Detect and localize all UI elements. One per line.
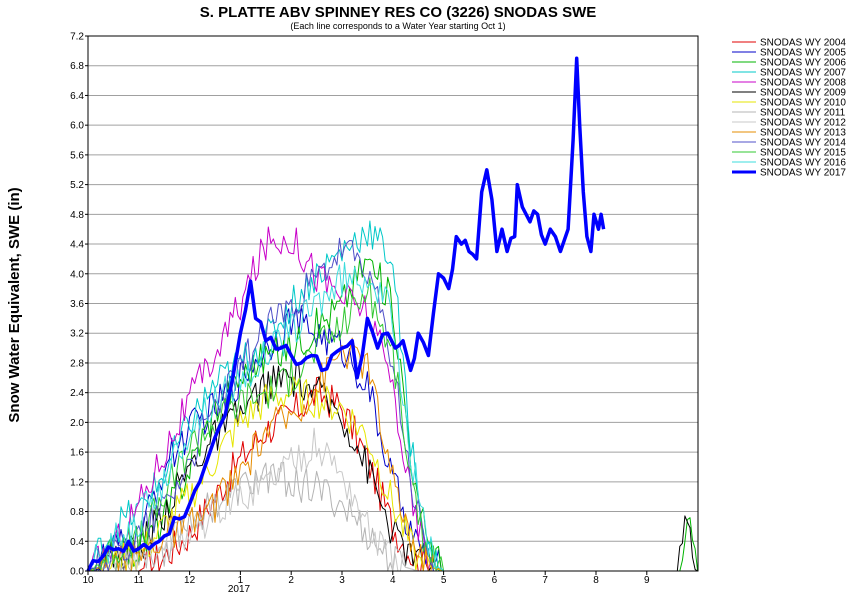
- legend-entry: SNODAS WY 2009: [760, 88, 846, 99]
- y-tick-label: 7.2: [70, 32, 84, 43]
- axis-layer: 0.0 0.4 0.8 1.2 1.6 2.0 2.4 2.8 3.2 3.6 4.0 4.4 4.8 5…: [70, 32, 650, 587]
- x-tick-label: 8: [593, 575, 599, 586]
- x-tick-label: 11: [134, 575, 145, 586]
- legend-entry: SNODAS WY 2015: [760, 148, 846, 159]
- x-tick-label: 3: [339, 575, 345, 586]
- legend-entry: SNODAS WY 2013: [760, 128, 846, 139]
- y-tick-label: 4.8: [70, 210, 84, 221]
- y-axis-label: Snow Water Equivalent, SWE (in): [6, 187, 23, 422]
- legend-entry: SNODAS WY 2004: [760, 38, 846, 49]
- y-tick-label: 2.4: [70, 388, 84, 399]
- y-tick-label: 5.6: [70, 150, 84, 161]
- y-tick-label: 2.0: [70, 418, 84, 429]
- series-line-wy-2014: [87, 237, 698, 572]
- x-tick-label: 12: [184, 575, 196, 586]
- x-tick-label: 1: [238, 575, 244, 586]
- x-tick-label: 6: [492, 575, 498, 586]
- legend-entry: SNODAS WY 2007: [760, 68, 846, 79]
- legend-entry: SNODAS WY 2008: [760, 78, 846, 89]
- y-tick-label: 0.4: [70, 537, 84, 548]
- y-tick-label: 3.2: [70, 329, 84, 340]
- series-line-wy-2006: [87, 258, 699, 572]
- legend-entry: SNODAS WY 2010: [760, 98, 846, 109]
- legend-entry: SNODAS WY 2006: [760, 58, 846, 69]
- legend-entry: SNODAS WY 2012: [760, 118, 846, 129]
- chart-title: S. PLATTE ABV SPINNEY RES CO (3226) SNOD…: [200, 4, 596, 21]
- series-line-wy-2012: [87, 427, 698, 572]
- x-tick-label: 2: [288, 575, 294, 586]
- series-layer: [86, 56, 699, 572]
- x-year-label: 2017: [228, 584, 251, 595]
- legend-entry: SNODAS WY 2016: [760, 158, 846, 169]
- y-tick-label: 6.0: [70, 121, 84, 132]
- x-tick-label: 4: [390, 575, 396, 586]
- x-tick-label: 5: [441, 575, 447, 586]
- y-tick-label: 4.4: [70, 240, 84, 251]
- y-tick-label: 6.4: [70, 91, 84, 102]
- series-line-wy-2017: [86, 56, 606, 572]
- y-tick-label: 4.0: [70, 269, 84, 280]
- y-tick-label: 1.2: [70, 477, 84, 488]
- series-line-wy-2016: [87, 262, 698, 572]
- x-tick-label: 7: [542, 575, 548, 586]
- legend-entry: SNODAS WY 2011: [760, 108, 846, 119]
- y-tick-label: 6.8: [70, 61, 84, 72]
- chart-subtitle: (Each line corresponds to a Water Year s…: [290, 21, 505, 31]
- x-tick-label: 10: [82, 575, 94, 586]
- y-tick-label: 3.6: [70, 299, 84, 310]
- legend-entry: SNODAS WY 2014: [760, 138, 846, 149]
- y-tick-label: 1.6: [70, 448, 84, 459]
- legend-entry: SNODAS WY 2005: [760, 48, 846, 59]
- y-tick-label: 0.0: [70, 567, 84, 578]
- y-tick-label: 5.2: [70, 180, 84, 191]
- legend-entry: SNODAS WY 2017: [760, 168, 846, 179]
- y-tick-label: 2.8: [70, 358, 84, 369]
- y-tick-label: 0.8: [70, 507, 84, 518]
- x-tick-label: 9: [644, 575, 650, 586]
